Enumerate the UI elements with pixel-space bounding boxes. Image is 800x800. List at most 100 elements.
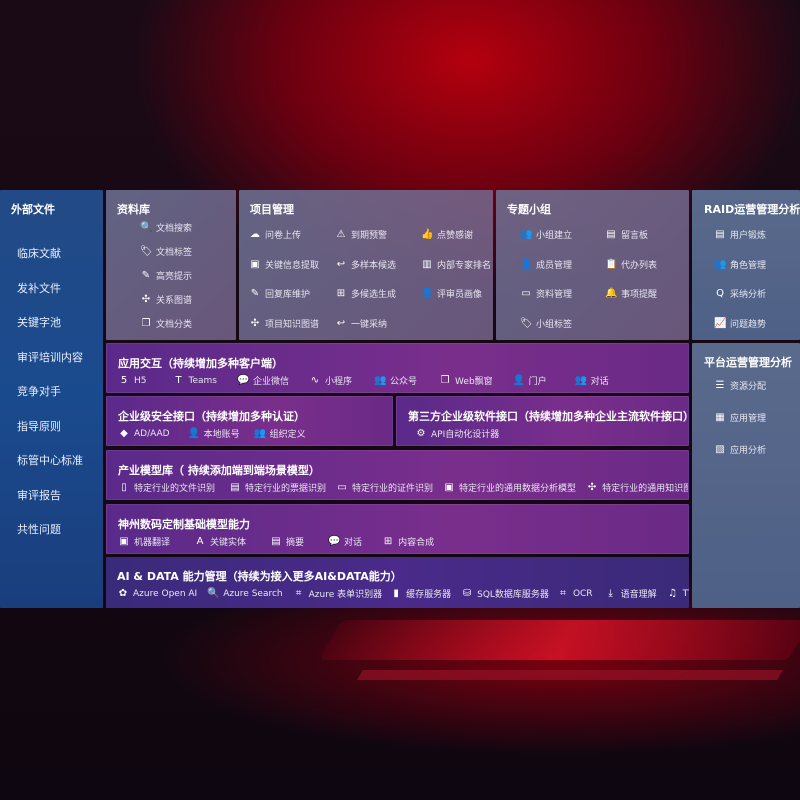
decorative-glow: [318, 620, 800, 660]
feature-item: ⊞ 多候选生成: [335, 287, 396, 300]
clipboard-icon: 📋: [605, 258, 618, 270]
search-doc-icon: 🔍: [207, 588, 220, 599]
feature-item: ▤ 特定行业的票据识别: [229, 481, 326, 494]
feature-label: 角色管理: [730, 260, 767, 271]
alarm-icon: ⚠: [336, 229, 346, 240]
feature-item: ⌗ Azure 表单识别器: [293, 587, 383, 600]
feature-label: 事项提醒: [621, 290, 658, 300]
feature-item: ▤ 留言板: [605, 228, 648, 241]
feature-item: T Teams: [173, 375, 217, 386]
feature-item: 🏷 小组标签: [520, 317, 572, 330]
apps-icon: ▦: [715, 412, 725, 423]
form-recognizer-icon: ⌗: [295, 588, 302, 599]
feature-label: 资料管理: [536, 290, 573, 300]
portal-icon: 👤: [512, 375, 526, 386]
tag-icon: 🏷: [140, 246, 153, 257]
external-file-item: 关键字池: [17, 316, 61, 329]
feature-item: 👥 对话: [575, 374, 609, 387]
feature-item: ✎ 回复库维护: [249, 287, 310, 300]
raid-panel: RAID运营管理分析 ▤ 用户锻炼 👥 角色管理 Q 采纳分析 📈 问题趋势: [692, 190, 800, 340]
base-title: 神州数码定制基础模型能力: [118, 518, 250, 531]
feature-item: ✣ 项目知识图谱: [249, 317, 319, 330]
feature-item: Q 采纳分析: [714, 287, 766, 300]
chat-icon: 💬: [328, 536, 341, 547]
analytics-icon: ▧: [715, 444, 725, 455]
feature-label: 文档标签: [156, 248, 193, 258]
industry-title: 产业模型库（ 持续添加端到端场景模型）: [118, 464, 320, 477]
feature-label: 高亮提示: [156, 272, 193, 282]
feature-item: 🔍 文档搜索: [140, 221, 192, 234]
feature-label: 公众号: [390, 377, 418, 387]
feature-item: ☰ 资源分配: [714, 379, 767, 392]
feature-item: ✣ 特定行业的通用知识图谱模型: [586, 481, 688, 494]
feature-label: 一键采纳: [351, 319, 388, 330]
platform-title: 平台运营管理分析: [704, 356, 792, 369]
feature-label: 留言板: [621, 231, 649, 241]
feature-item: ↩ 多样本候选: [335, 258, 396, 271]
feature-label: AD/AAD: [134, 428, 170, 439]
feature-item: 👥 小组建立: [520, 228, 572, 241]
feature-label: 多样本候选: [351, 260, 397, 271]
feature-label: 特定行业的通用知识图谱模型: [602, 484, 688, 494]
org-icon: 👥: [253, 428, 267, 439]
chat-users-icon: 👥: [574, 375, 588, 386]
feature-label: 企业微信: [252, 377, 289, 387]
feature-item: 👥 组织定义: [254, 427, 306, 440]
feature-label: 特定行业的证件识别: [352, 484, 434, 494]
feature-item: ▦ 应用管理: [714, 411, 766, 424]
feature-label: H5: [134, 375, 147, 386]
project-title: 项目管理: [250, 203, 294, 216]
id-card-icon: ▤: [715, 229, 725, 240]
feature-item: ⚠ 到期预警: [335, 228, 388, 241]
feature-label: 语音理解: [620, 590, 657, 600]
feature-label: 用户锻炼: [730, 231, 767, 241]
thumbs-up-icon: 👍: [421, 229, 434, 240]
feature-item: 🔔 事项提醒: [605, 287, 657, 300]
library-panel: 资料库 🔍 文档搜索 🏷 文档标签 ✎ 高亮提示 ✣ 关系图谱 ❐ 文档分类: [106, 190, 236, 340]
feature-item: ☁ 问卷上传: [249, 228, 301, 241]
local-user-icon: 👤: [187, 428, 201, 439]
platform-panel: 平台运营管理分析 ☰ 资源分配 ▦ 应用管理 ▧ 应用分析: [692, 343, 800, 608]
openai-icon: ✿: [118, 588, 128, 599]
feature-item: A 关键实体: [194, 535, 246, 548]
users-icon: 👥: [520, 229, 533, 240]
decorative-glow-line: [357, 670, 783, 680]
ai-data-panel: AI & DATA 能力管理（持续为接入更多AI&DATA能力） ✿ Azure O…: [106, 557, 689, 608]
folder-icon: ▭: [521, 288, 531, 299]
security-title: 企业级安全接口（持续增加多种认证）: [118, 410, 305, 423]
external-files-title: 外部文件: [11, 203, 55, 216]
chart-icon: ▣: [444, 482, 454, 493]
external-file-item: 审评报告: [17, 488, 61, 502]
feature-label: 特定行业的文件识别: [134, 484, 216, 494]
feature-item: 👤 评审员画像: [421, 287, 482, 300]
feature-label: 点赞感谢: [437, 231, 474, 241]
feature-item: ▤ 用户锻炼: [714, 228, 766, 241]
feature-label: 机器翻译: [134, 538, 171, 548]
feature-item: ⊞ 内容合成: [382, 535, 434, 548]
feature-label: 特定行业的票据识别: [245, 484, 327, 494]
tag-icon: 🏷: [520, 317, 533, 329]
feature-label: 代办列表: [621, 260, 658, 271]
feature-label: 小组建立: [536, 231, 573, 241]
tts-icon: ♫: [668, 588, 678, 599]
users-icon: 👥: [374, 375, 387, 386]
feature-item: ▣ 机器翻译: [118, 535, 170, 548]
summary-icon: ▤: [271, 536, 281, 547]
feature-item: 👍 点赞感谢: [421, 228, 473, 241]
app-title: 应用交互（持续增加多种客户端）: [118, 357, 283, 370]
feature-label: 门户: [528, 377, 547, 387]
feature-label: OCR: [572, 588, 593, 599]
feature-label: Azure 表单识别器: [308, 590, 383, 600]
feature-item: ▭ 资料管理: [520, 287, 572, 300]
doc-icon: ▯: [121, 482, 127, 493]
feature-label: Azure Open AI: [133, 588, 198, 599]
feature-item: 👤 本地账号: [188, 427, 240, 440]
feature-item: 👤 成员管理: [520, 258, 572, 271]
feature-item: ▮ 缓存服务器: [390, 587, 451, 600]
base-model-panel: 神州数码定制基础模型能力 ▣ 机器翻译 A 关键实体 ▤ 摘要 💬 对话 ⊞ 内容合成: [106, 504, 689, 554]
feature-label: 应用分析: [730, 446, 767, 456]
feature-item: ▭ 特定行业的证件识别: [336, 481, 433, 494]
feature-label: 小组标签: [536, 319, 573, 330]
feature-item: ▥ 内部专家排名: [421, 258, 491, 271]
users-icon: 👥: [714, 258, 727, 270]
